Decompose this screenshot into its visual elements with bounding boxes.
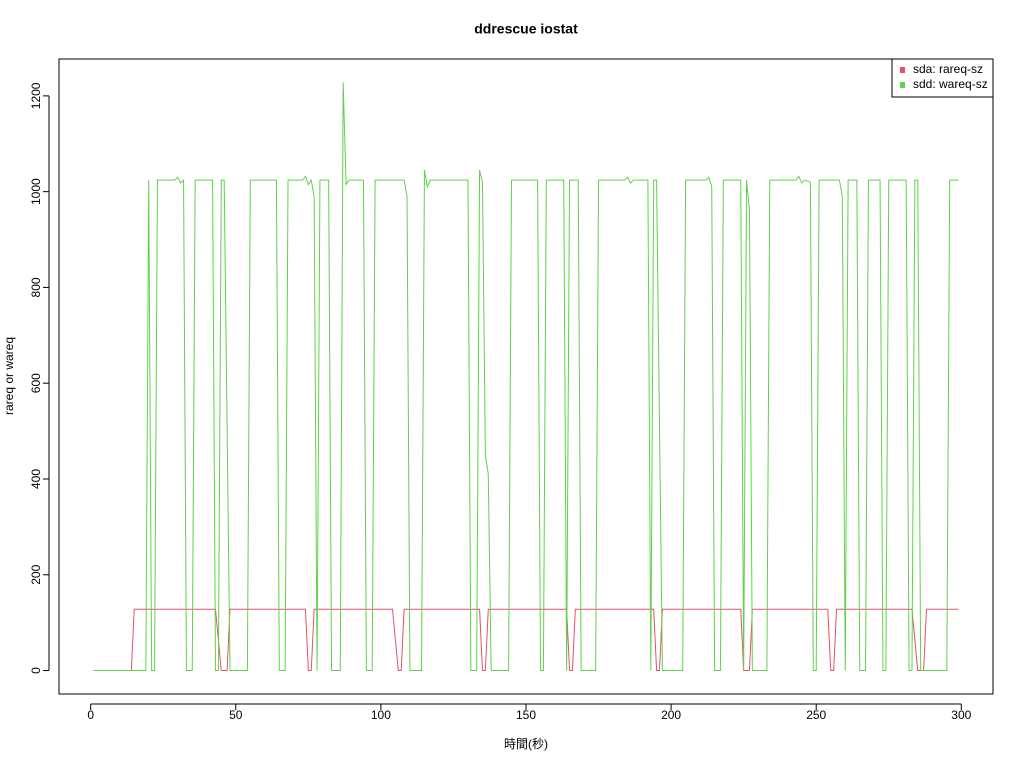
legend-label: sdd: wareq-sz — [913, 77, 988, 91]
x-tick-label: 150 — [516, 708, 536, 722]
y-tick-label: 0 — [29, 667, 43, 674]
x-tick-label: 50 — [229, 708, 243, 722]
legend-swatch — [900, 67, 905, 73]
chart-title: ddrescue iostat — [474, 21, 578, 37]
y-tick-label: 800 — [29, 277, 43, 297]
legend-box — [891, 58, 994, 98]
x-tick-label: 0 — [87, 708, 94, 722]
x-tick-label: 300 — [951, 708, 971, 722]
x-axis-label: 時間(秒) — [504, 737, 548, 751]
x-tick-label: 100 — [371, 708, 391, 722]
y-tick-label: 200 — [29, 564, 43, 584]
y-tick-label: 1000 — [29, 178, 43, 205]
y-tick-label: 1200 — [29, 82, 43, 109]
x-tick-label: 250 — [806, 708, 826, 722]
y-tick-label: 400 — [29, 469, 43, 489]
y-axis-label: rareq or wareq — [2, 337, 16, 415]
series-line — [93, 82, 959, 672]
y-tick-label: 600 — [29, 373, 43, 393]
plot-frame — [58, 58, 994, 695]
x-tick-label: 200 — [661, 708, 681, 722]
series-line — [93, 608, 959, 672]
legend-label: sda: rareq-sz — [913, 62, 983, 76]
legend-swatch — [900, 82, 905, 88]
